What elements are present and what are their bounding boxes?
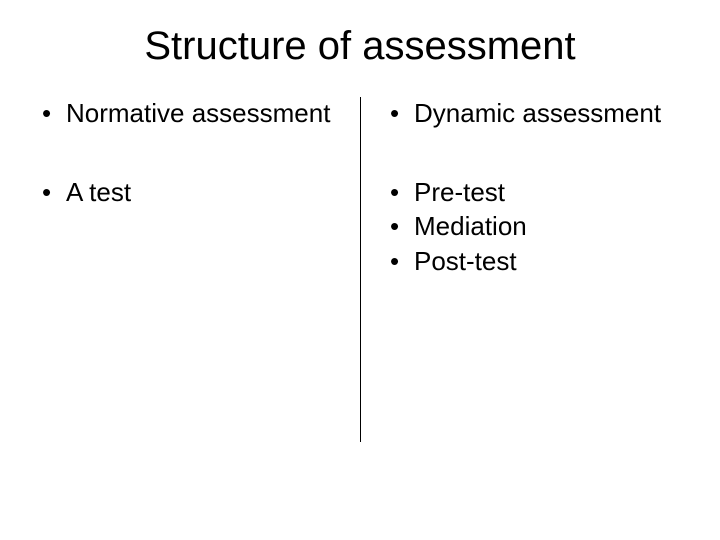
- left-group-2: A test: [40, 176, 340, 209]
- left-group-1: Normative assessment: [40, 97, 340, 130]
- bullet-text: Normative assessment: [66, 98, 330, 128]
- bullet-text: Mediation: [414, 211, 527, 241]
- bullet-item: Mediation: [388, 210, 688, 243]
- columns-container: Normative assessment A test Dynamic asse…: [0, 97, 720, 457]
- bullet-item: Pre-test: [388, 176, 688, 209]
- left-column: Normative assessment A test: [40, 97, 340, 254]
- right-column: Dynamic assessment Pre-test Mediation Po…: [388, 97, 688, 323]
- bullet-text: Dynamic assessment: [414, 98, 661, 128]
- bullet-text: Post-test: [414, 246, 517, 276]
- vertical-divider: [360, 97, 361, 442]
- right-group-2: Pre-test Mediation Post-test: [388, 176, 688, 278]
- bullet-text: Pre-test: [414, 177, 505, 207]
- bullet-item: Normative assessment: [40, 97, 340, 130]
- bullet-item: Dynamic assessment: [388, 97, 688, 130]
- right-group-1: Dynamic assessment: [388, 97, 688, 130]
- slide: Structure of assessment Normative assess…: [0, 0, 720, 540]
- bullet-item: A test: [40, 176, 340, 209]
- bullet-item: Post-test: [388, 245, 688, 278]
- bullet-text: A test: [66, 177, 131, 207]
- slide-title: Structure of assessment: [0, 0, 720, 97]
